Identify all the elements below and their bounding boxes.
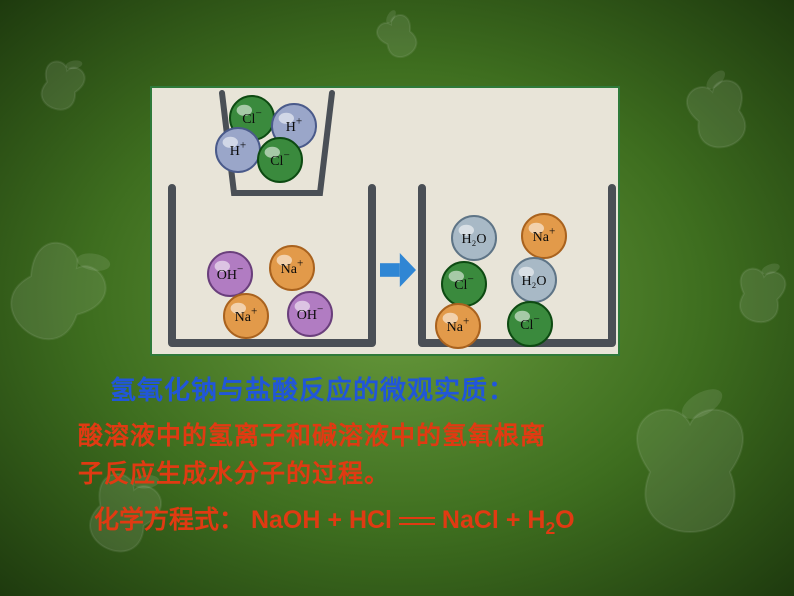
equation-plus1: + — [327, 506, 349, 534]
equation-lhs2: HCl — [349, 506, 392, 534]
diagram-caption: 氢氧化钠与盐酸反应的微观实质： — [110, 370, 515, 407]
svg-text:H₂O: H₂O — [521, 274, 546, 289]
equation-rhs2a: H — [527, 506, 545, 534]
equation-rhs1: NaCl — [442, 506, 506, 534]
equation-plus2: + — [506, 506, 521, 534]
equation-rhs2-sub: 2 — [545, 518, 555, 538]
reaction-diagram: Cl−H+H+Cl−OH−Na+Na+OH−H₂ONa+Cl−H₂ONa+Cl− — [152, 88, 622, 358]
explanation-line-2: 子反应生成水分子的过程。 — [78, 454, 390, 490]
chemical-equation: 化学方程式： NaOH + HCl NaCl + H2O — [94, 500, 575, 539]
equation-rhs2b: O — [555, 506, 574, 534]
equation-prefix: 化学方程式： — [94, 506, 244, 534]
reaction-diagram-panel: Cl−H+H+Cl−OH−Na+Na+OH−H₂ONa+Cl−H₂ONa+Cl− — [150, 86, 620, 356]
svg-text:H₂O: H₂O — [461, 232, 486, 247]
explanation-line-1: 酸溶液中的氢离子和碱溶液中的氢氧根离 — [78, 416, 546, 452]
equation-lhs1: NaOH — [251, 506, 320, 534]
